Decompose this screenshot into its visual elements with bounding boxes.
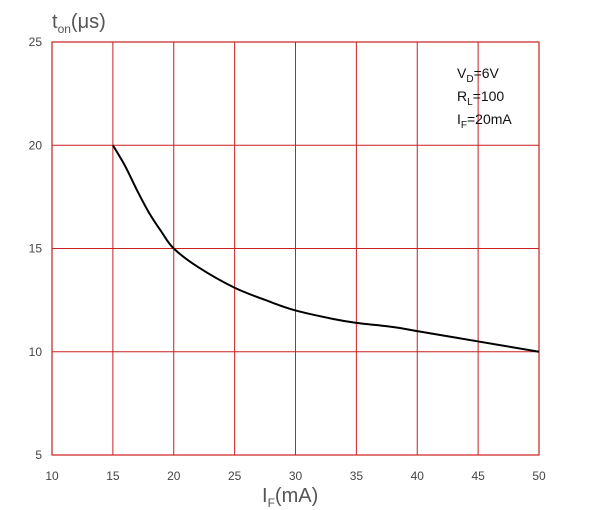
x-tick-label: 45 xyxy=(471,469,485,483)
x-tick-label: 50 xyxy=(532,469,546,483)
x-tick-label: 30 xyxy=(289,469,303,483)
plot-frame xyxy=(51,41,540,456)
y-axis-ticks: 5 10 15 20 25 xyxy=(29,35,43,462)
x-tick-label: 35 xyxy=(350,469,364,483)
y-tick-label: 25 xyxy=(29,35,43,49)
x-tick-label: 20 xyxy=(167,469,181,483)
series-line-ton xyxy=(112,144,540,353)
x-tick-label: 10 xyxy=(45,469,59,483)
y-tick-label: 20 xyxy=(29,138,43,152)
x-tick-label: 40 xyxy=(411,469,425,483)
annotation-vd: VD=6V xyxy=(457,65,500,85)
y-tick-label: 10 xyxy=(29,345,43,359)
y-axis-title: ton(μs) xyxy=(52,11,106,36)
y-tick-label: 5 xyxy=(35,448,42,462)
y-tick-label: 15 xyxy=(29,242,43,256)
x-axis-title: IF(mA) xyxy=(262,485,318,510)
annotation-rl: RL=100 xyxy=(457,88,504,108)
x-tick-label: 25 xyxy=(228,469,242,483)
conditions-annotation: VD=6V RL=100 IF=20mA xyxy=(457,65,512,131)
x-axis-ticks: 10 15 20 25 30 35 40 45 50 xyxy=(45,469,546,483)
annotation-if: IF=20mA xyxy=(457,111,512,131)
x-tick-label: 15 xyxy=(106,469,120,483)
